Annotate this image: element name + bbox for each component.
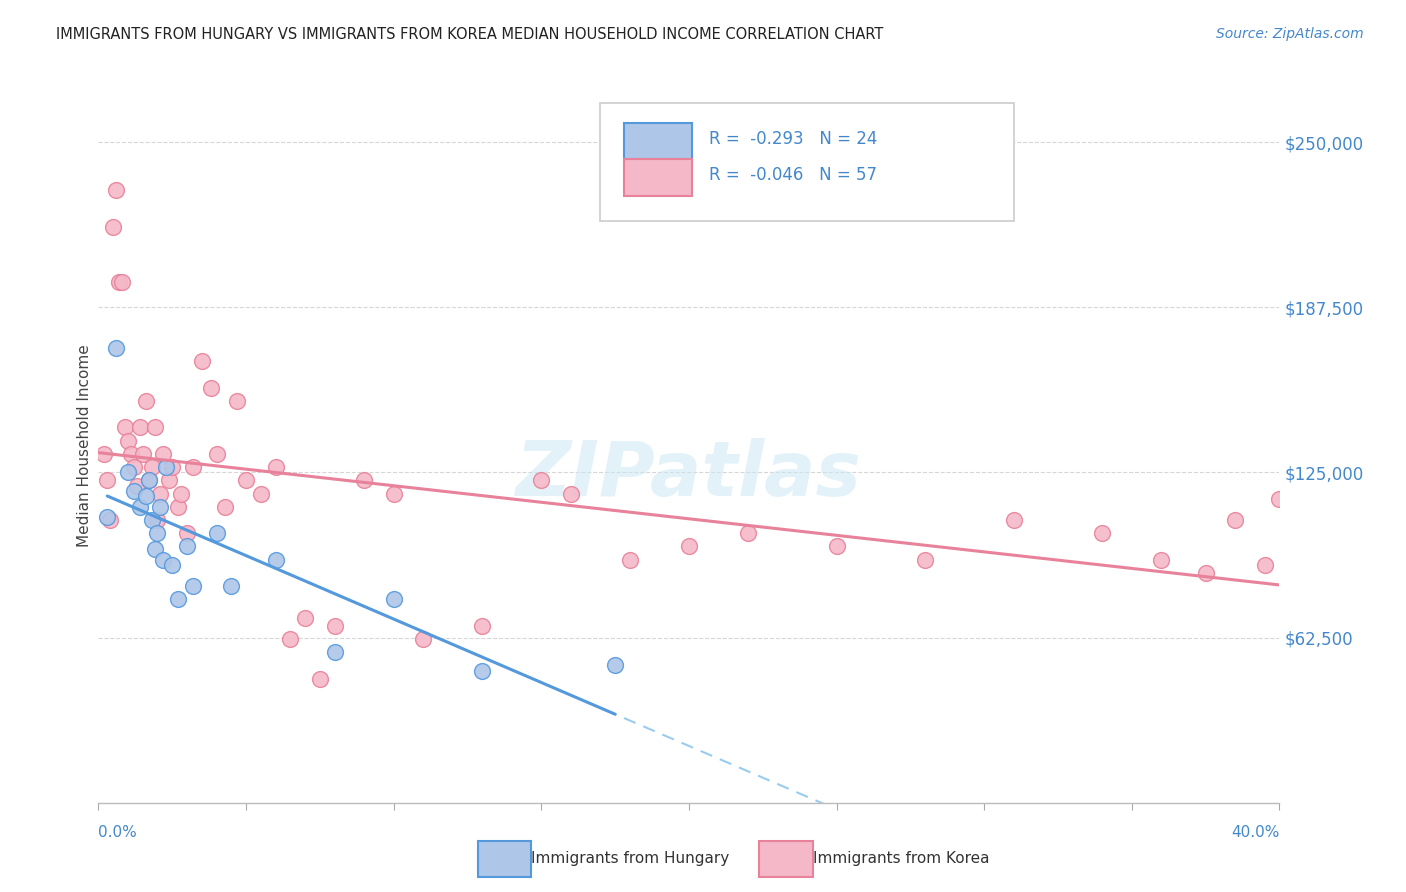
Point [1223, 513, 1246, 527]
FancyBboxPatch shape [624, 159, 693, 196]
Point [181, 460, 204, 475]
Point [560, 486, 582, 500]
Point [294, 611, 316, 625]
Point [226, 394, 249, 409]
Point [353, 474, 375, 488]
Point [149, 486, 172, 500]
Point [278, 632, 302, 646]
Point [471, 618, 494, 632]
Point [138, 474, 160, 488]
Point [105, 341, 128, 355]
Point [162, 460, 183, 475]
Point [149, 500, 172, 514]
Point [155, 460, 177, 475]
Point [96, 474, 118, 488]
Point [141, 513, 163, 527]
Point [117, 434, 139, 448]
Point [1091, 526, 1114, 541]
Point [108, 275, 131, 289]
Point [138, 474, 160, 488]
Point [1150, 552, 1173, 566]
Point [176, 540, 198, 554]
Point [737, 526, 759, 541]
Point [605, 658, 627, 673]
Point [146, 513, 169, 527]
Point [103, 219, 125, 234]
Point [323, 645, 346, 659]
Point [176, 526, 198, 541]
Point [1268, 491, 1291, 506]
Point [93, 447, 115, 461]
Point [914, 552, 936, 566]
Text: 40.0%: 40.0% [1232, 825, 1279, 840]
Point [1002, 513, 1025, 527]
Point [167, 592, 190, 607]
Point [152, 447, 174, 461]
Point [143, 420, 166, 434]
Point [141, 460, 163, 475]
Text: R =  -0.046   N = 57: R = -0.046 N = 57 [709, 166, 877, 184]
Point [170, 486, 193, 500]
Point [235, 474, 257, 488]
FancyBboxPatch shape [600, 103, 1014, 221]
Point [205, 526, 228, 541]
Point [132, 447, 155, 461]
Text: Source: ZipAtlas.com: Source: ZipAtlas.com [1216, 27, 1364, 41]
Point [162, 558, 183, 572]
Point [382, 486, 405, 500]
Y-axis label: Median Household Income: Median Household Income [77, 344, 91, 548]
Point [200, 381, 222, 395]
Point [135, 489, 157, 503]
Point [382, 592, 405, 607]
Point [214, 500, 236, 514]
Point [128, 420, 150, 434]
Point [143, 542, 166, 557]
FancyBboxPatch shape [624, 123, 693, 161]
Point [122, 483, 145, 498]
Point [111, 275, 134, 289]
Point [250, 486, 273, 500]
Point [114, 420, 136, 434]
Point [98, 513, 121, 527]
Point [471, 664, 494, 678]
Point [125, 478, 148, 492]
Point [264, 460, 287, 475]
Point [309, 672, 332, 686]
Text: R =  -0.293   N = 24: R = -0.293 N = 24 [709, 130, 877, 148]
Point [122, 460, 145, 475]
Text: Immigrants from Korea: Immigrants from Korea [813, 851, 990, 865]
Point [1254, 558, 1277, 572]
Point [191, 354, 214, 368]
Point [135, 394, 157, 409]
Point [323, 618, 346, 632]
Point [120, 447, 142, 461]
Point [152, 552, 174, 566]
Point [146, 526, 169, 541]
Point [167, 500, 190, 514]
Text: ZIPatlas: ZIPatlas [516, 438, 862, 511]
Point [181, 579, 204, 593]
Point [128, 500, 150, 514]
Point [264, 552, 287, 566]
Point [96, 510, 118, 524]
Point [825, 540, 848, 554]
Point [678, 540, 700, 554]
Point [205, 447, 228, 461]
Point [157, 474, 180, 488]
Point [412, 632, 434, 646]
Point [1195, 566, 1218, 580]
Point [530, 474, 553, 488]
Text: Immigrants from Hungary: Immigrants from Hungary [531, 851, 730, 865]
Text: 0.0%: 0.0% [98, 825, 138, 840]
Text: IMMIGRANTS FROM HUNGARY VS IMMIGRANTS FROM KOREA MEDIAN HOUSEHOLD INCOME CORRELA: IMMIGRANTS FROM HUNGARY VS IMMIGRANTS FR… [56, 27, 883, 42]
Point [105, 183, 128, 197]
Point [619, 552, 641, 566]
Point [219, 579, 242, 593]
Point [117, 466, 139, 480]
